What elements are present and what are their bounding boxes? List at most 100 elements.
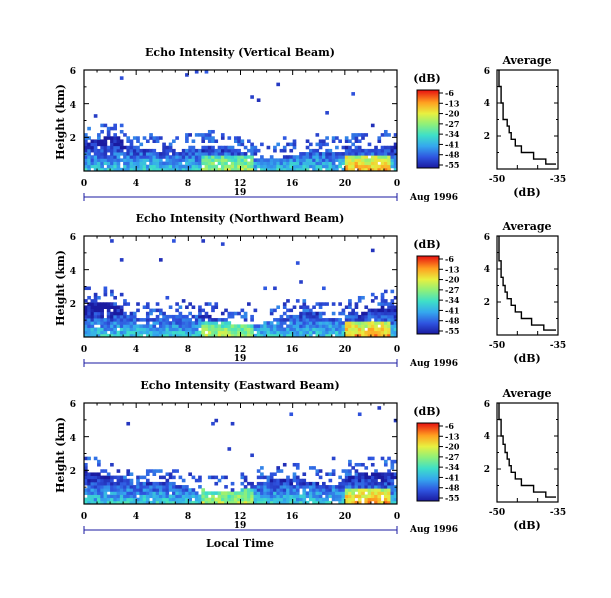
heatmap-cell bbox=[113, 475, 117, 480]
heatmap-cell bbox=[243, 330, 248, 335]
heatmap-cell bbox=[181, 148, 186, 153]
heatmap-cell bbox=[383, 158, 388, 162]
heatmap-cell bbox=[269, 491, 274, 495]
heatmap-cell bbox=[279, 324, 284, 328]
heatmap-cell bbox=[338, 485, 342, 489]
heatmap-cell bbox=[276, 82, 281, 87]
heatmap-cell bbox=[84, 475, 88, 480]
heatmap-cell bbox=[374, 469, 378, 473]
heatmap-cell bbox=[119, 158, 124, 162]
heatmap-cell bbox=[145, 152, 150, 156]
heatmap-cell bbox=[348, 333, 352, 338]
heatmap-cell bbox=[374, 311, 378, 316]
heatmap-cell bbox=[315, 494, 320, 499]
heatmap-cell bbox=[318, 161, 323, 166]
heatmap-cell bbox=[113, 126, 117, 131]
heatmap-cell bbox=[351, 136, 356, 140]
heatmap-cell bbox=[110, 145, 114, 150]
colorbar-tick-label: -34 bbox=[445, 462, 460, 472]
heatmap-cell bbox=[380, 314, 385, 319]
heatmap-cell bbox=[126, 314, 131, 319]
heatmap-cell bbox=[93, 485, 98, 489]
heatmap-cell bbox=[126, 145, 131, 150]
heatmap-cell bbox=[93, 318, 98, 322]
heatmap-cell bbox=[142, 324, 147, 328]
heatmap-cell bbox=[158, 333, 163, 338]
heatmap-cell bbox=[370, 299, 375, 303]
heatmap-cell bbox=[126, 421, 131, 426]
heatmap-cell bbox=[256, 500, 261, 505]
heatmap-cell bbox=[90, 488, 95, 492]
heatmap-cell bbox=[370, 333, 375, 338]
heatmap-cell bbox=[149, 485, 153, 489]
heatmap-cell bbox=[273, 158, 277, 162]
heatmap-cell bbox=[113, 324, 117, 328]
heatmap-cell bbox=[198, 321, 202, 325]
heatmap-cell bbox=[214, 481, 219, 486]
y-tick-label: 2 bbox=[70, 467, 76, 477]
heatmap-cell bbox=[383, 327, 388, 332]
heatmap-cell bbox=[181, 155, 186, 159]
heatmap-cell bbox=[142, 155, 147, 159]
heatmap-cell bbox=[100, 145, 104, 150]
heatmap-cell bbox=[224, 161, 228, 166]
heatmap-cell bbox=[123, 152, 127, 156]
heatmap-cell bbox=[149, 148, 153, 153]
heatmap-cell bbox=[250, 485, 254, 489]
heatmap-cell bbox=[87, 126, 91, 131]
heatmap-cell bbox=[361, 330, 365, 335]
heatmap-cell bbox=[214, 139, 219, 143]
heatmap-cell bbox=[393, 330, 398, 335]
heatmap-cell bbox=[142, 500, 147, 505]
heatmap-cell bbox=[100, 497, 104, 502]
heatmap-cell bbox=[178, 327, 183, 332]
heatmap-cell bbox=[175, 152, 179, 156]
heatmap-cell bbox=[351, 308, 356, 313]
heatmap-cell bbox=[185, 155, 189, 159]
heatmap-cell bbox=[335, 136, 339, 140]
heatmap-cell bbox=[299, 324, 303, 328]
heatmap-cell bbox=[361, 148, 365, 153]
heatmap-cell bbox=[387, 500, 391, 505]
heatmap-cell bbox=[266, 324, 271, 328]
heatmap-cell bbox=[393, 155, 398, 159]
heatmap-cell bbox=[253, 333, 258, 338]
heatmap-cell bbox=[162, 488, 166, 492]
heatmap-cell bbox=[354, 469, 359, 473]
heatmap-cell bbox=[387, 158, 391, 162]
heatmap-cell bbox=[351, 161, 356, 166]
heatmap-cell bbox=[357, 161, 362, 166]
heatmap-cell bbox=[194, 158, 199, 162]
heatmap-cell bbox=[145, 148, 150, 153]
heatmap-cell bbox=[341, 145, 346, 150]
heatmap-cell bbox=[178, 491, 183, 495]
heatmap-cell bbox=[338, 302, 342, 306]
heatmap-cell bbox=[276, 497, 281, 502]
heatmap-cell bbox=[253, 158, 258, 162]
heatmap-cell bbox=[139, 148, 144, 153]
heatmap-cell bbox=[348, 500, 352, 505]
heatmap-cell bbox=[113, 314, 117, 319]
heatmap-cell bbox=[224, 497, 228, 502]
heatmap-cell bbox=[207, 148, 212, 153]
heatmap-cell bbox=[325, 161, 329, 166]
heatmap-cell bbox=[119, 148, 124, 153]
heatmap-cell bbox=[201, 145, 206, 150]
heatmap-cell bbox=[155, 318, 160, 322]
heatmap-cell bbox=[354, 485, 359, 489]
heatmap-cell bbox=[299, 497, 303, 502]
heatmap-cell bbox=[292, 462, 297, 467]
heatmap-cell bbox=[93, 167, 98, 172]
heatmap-cell bbox=[178, 494, 183, 499]
heatmap-cell bbox=[361, 133, 365, 137]
heatmap-cell bbox=[97, 330, 101, 335]
heatmap-cell bbox=[97, 161, 101, 166]
heatmap-cell bbox=[266, 330, 271, 335]
heatmap-cell bbox=[302, 333, 307, 338]
heatmap-cell bbox=[247, 148, 251, 153]
heatmap-cell bbox=[106, 136, 111, 140]
heatmap-cell bbox=[341, 161, 346, 166]
heatmap-cell bbox=[152, 318, 157, 322]
heatmap-cell bbox=[315, 311, 320, 316]
heatmap-cell bbox=[348, 327, 352, 332]
